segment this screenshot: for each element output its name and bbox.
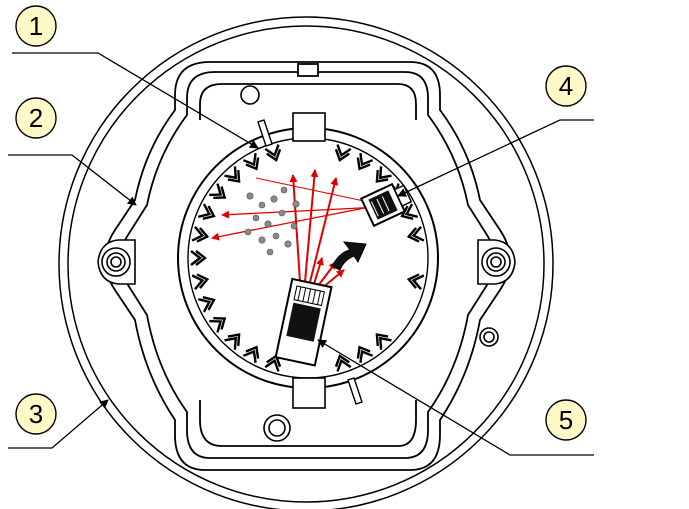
small-hole-icon — [479, 327, 499, 347]
base-plate-inner — [119, 71, 496, 459]
baffle-chevron — [209, 183, 227, 200]
baffle-chevron — [191, 273, 210, 290]
baffle-chevron — [224, 166, 241, 183]
leader-line-1 — [12, 52, 259, 149]
callout-4: 4 — [545, 65, 587, 107]
baffle-chevron — [190, 250, 207, 266]
left-screw-mount-icon — [97, 239, 136, 285]
base-plate-groove — [222, 83, 417, 120]
right-screw-mount-icon — [477, 239, 516, 285]
baffle-chevron — [406, 273, 425, 290]
baffle-chevron — [242, 345, 260, 363]
baffle-chevron — [209, 316, 227, 333]
bottom-hole-icon — [263, 414, 291, 442]
baffle-chevron — [400, 203, 419, 221]
baffle-chevron — [406, 226, 425, 243]
baffle-chevron — [334, 354, 352, 372]
callout-4-label: 4 — [559, 71, 573, 101]
baffle-chevron — [356, 345, 374, 363]
callout-1: 1 — [15, 5, 57, 47]
outer-housing — [58, 16, 554, 509]
baffle-chevron — [191, 226, 210, 243]
baffle-chevron — [224, 333, 241, 350]
top-latch — [292, 112, 326, 142]
leader-line-3 — [8, 399, 109, 449]
inner-ring — [67, 25, 545, 503]
leader-line-2 — [8, 154, 137, 206]
bottom-latch — [292, 377, 326, 409]
baffle-chevron — [197, 203, 216, 221]
callout-2: 2 — [15, 97, 57, 139]
baffle-chevron — [375, 166, 392, 183]
leader-lines — [8, 52, 594, 456]
outer-ring — [58, 16, 554, 509]
airflow-arrow-icon — [331, 241, 367, 271]
top-hole-icon — [240, 85, 260, 105]
baffle-chevron — [356, 153, 374, 171]
callout-1-label: 1 — [29, 11, 43, 41]
baffle-chevron — [197, 295, 216, 313]
callout-2-label: 2 — [29, 103, 43, 133]
baffle-chevron — [334, 144, 352, 162]
smoke-particle-icon — [244, 186, 300, 256]
leader-line-4 — [397, 119, 594, 197]
base-plate-outer — [104, 61, 511, 471]
baffle-chevron — [375, 333, 392, 350]
callout-3: 3 — [15, 393, 57, 435]
light-rays — [211, 169, 381, 289]
base-plate — [104, 61, 511, 471]
callout-5-label: 5 — [559, 405, 573, 435]
baffle-chevron — [242, 153, 260, 171]
baffle-chevron — [264, 144, 282, 162]
callout-3-label: 3 — [29, 399, 43, 429]
callout-5: 5 — [545, 399, 587, 441]
leader-line-5 — [317, 339, 594, 456]
